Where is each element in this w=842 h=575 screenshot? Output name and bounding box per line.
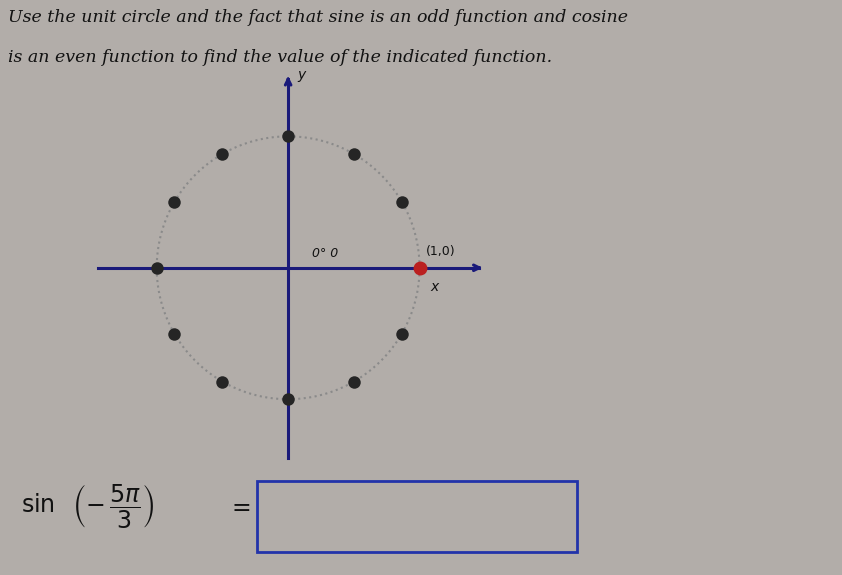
Text: $\mathrm{sin}$: $\mathrm{sin}$ (21, 494, 55, 518)
Text: x: x (430, 281, 439, 294)
Text: (1,0): (1,0) (426, 244, 456, 258)
Text: $\left(-\,\dfrac{5\pi}{3}\right)$: $\left(-\,\dfrac{5\pi}{3}\right)$ (72, 482, 154, 530)
Bar (257, 481, 577, 552)
Text: $=$: $=$ (227, 494, 251, 518)
Text: Use the unit circle and the fact that sine is an odd function and cosine: Use the unit circle and the fact that si… (8, 9, 628, 26)
Text: y: y (297, 67, 306, 82)
Text: 0° 0: 0° 0 (312, 247, 338, 260)
Text: is an even function to find the value of the indicated function.: is an even function to find the value of… (8, 49, 552, 66)
